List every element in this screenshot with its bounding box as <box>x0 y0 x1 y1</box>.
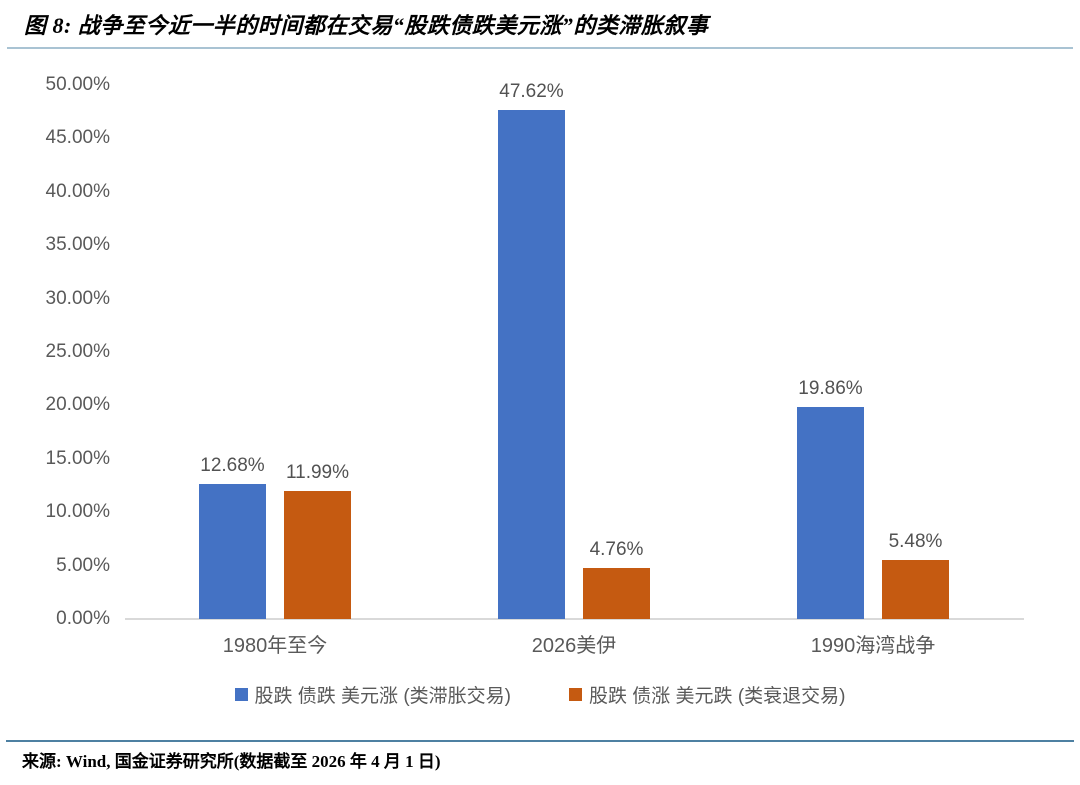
bar-series2-2026美伊 <box>583 568 650 619</box>
data-label-series2-2026美伊: 4.76% <box>589 539 644 561</box>
x-axis-category-label: 1990海湾战争 <box>810 635 936 657</box>
data-label-series1-1980年至今: 12.68% <box>200 454 265 476</box>
y-axis-tick-label: 40.00% <box>45 180 110 202</box>
title-divider <box>7 47 1073 49</box>
bar-series2-1980年至今 <box>284 490 351 619</box>
figure-title: 图 8: 战争至今近一半的时间都在交易“股跌债跌美元涨”的类滞胀叙事 <box>24 13 709 38</box>
y-axis-tick-label: 30.00% <box>45 287 110 309</box>
y-axis-tick-label: 15.00% <box>45 447 110 469</box>
chart-legend: 股跌 债跌 美元涨 (类滞胀交易) 股跌 债涨 美元跌 (类衰退交易) <box>0 681 1080 708</box>
footer-divider <box>6 740 1074 742</box>
y-axis-tick-label: 5.00% <box>56 554 110 576</box>
data-label-series2-1990海湾战争: 5.48% <box>888 531 943 553</box>
y-axis-tick-label: 20.00% <box>45 394 110 416</box>
x-axis-line <box>125 618 1024 620</box>
bar-series1-1990海湾战争 <box>797 406 864 619</box>
legend-swatch-icon <box>569 688 582 701</box>
source-note: 来源: Wind, 国金证券研究所(数据截至 2026 年 4 月 1 日) <box>22 752 441 771</box>
y-axis-tick-label: 45.00% <box>45 127 110 149</box>
y-axis-tick-label: 50.00% <box>45 74 110 95</box>
legend-item-series2: 股跌 债涨 美元跌 (类衰退交易) <box>569 681 846 708</box>
data-label-series2-1980年至今: 11.99% <box>285 461 350 483</box>
bar-series2-1990海湾战争 <box>882 560 949 619</box>
x-axis-category-label: 1980年至今 <box>222 635 328 657</box>
legend-swatch-icon <box>234 688 248 701</box>
data-label-series1-1990海湾战争: 19.86% <box>798 377 863 399</box>
bar-series1-1980年至今 <box>199 483 266 619</box>
legend-item-series1: 股跌 债跌 美元涨 (类滞胀交易) <box>234 681 512 708</box>
bar-series1-2026美伊 <box>498 110 565 619</box>
y-axis-tick-label: 25.00% <box>45 341 110 362</box>
legend-label: 股跌 债涨 美元跌 (类衰退交易) <box>589 686 846 707</box>
legend-label: 股跌 债跌 美元涨 (类滞胀交易) <box>254 686 512 707</box>
y-axis-tick-label: 35.00% <box>45 234 110 256</box>
x-axis-category-label: 2026美伊 <box>531 635 617 657</box>
data-label-series1-2026美伊: 47.62% <box>499 81 564 103</box>
y-axis-tick-label: 0.00% <box>56 608 110 629</box>
y-axis-tick-label: 10.00% <box>45 501 110 523</box>
